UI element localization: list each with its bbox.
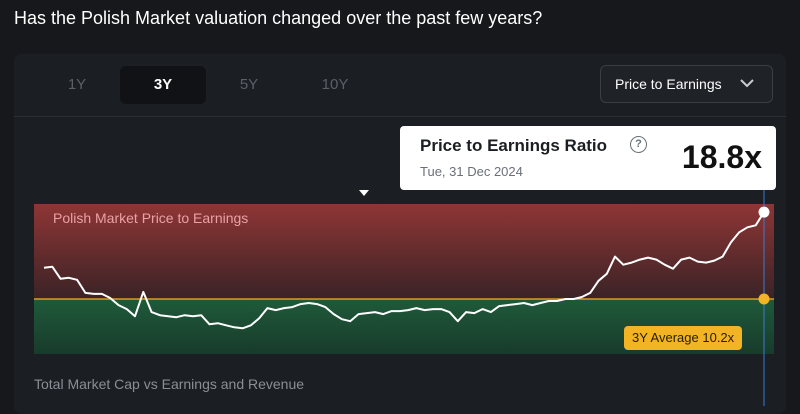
metric-dropdown[interactable]: Price to Earnings: [600, 65, 773, 103]
period-tabs: 1Y 3Y 5Y 10Y: [34, 66, 378, 104]
above-average-region: [34, 204, 774, 299]
average-marker: [758, 293, 770, 305]
average-badge: 3Y Average 10.2x: [624, 326, 743, 350]
help-icon[interactable]: ?: [630, 136, 647, 153]
series-label: Polish Market Price to Earnings: [53, 210, 249, 226]
tooltip-pointer: [359, 190, 369, 196]
section-title: Total Market Cap vs Earnings and Revenue: [34, 376, 305, 392]
tooltip-title: Price to Earnings Ratio: [420, 136, 608, 155]
card-divider: [14, 116, 786, 117]
value-tooltip: Price to Earnings Ratio ? Tue, 31 Dec 20…: [400, 126, 776, 190]
pe-series-line: [43, 211, 765, 330]
tab-5y[interactable]: 5Y: [239, 76, 259, 93]
page-question: Has the Polish Market valuation changed …: [14, 8, 543, 28]
chevron-down-icon: [740, 79, 754, 88]
tooltip-date: Tue, 31 Dec 2024: [420, 164, 523, 179]
metric-dropdown-value: Price to Earnings: [615, 76, 722, 92]
current-value-marker: [758, 206, 770, 218]
tab-1y[interactable]: 1Y: [67, 76, 87, 93]
tab-3y[interactable]: 3Y: [120, 66, 206, 104]
tab-10y[interactable]: 10Y: [321, 76, 349, 93]
tooltip-value: 18.8x: [681, 139, 762, 175]
